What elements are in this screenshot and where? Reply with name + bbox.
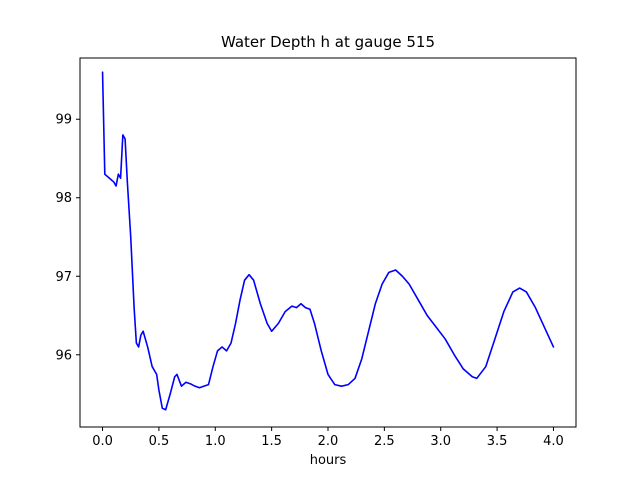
x-tick-label: 2.5 (374, 434, 395, 449)
x-tick-label: 0.5 (149, 434, 170, 449)
x-axis-label: hours (309, 453, 347, 468)
x-tick-label: 1.5 (261, 434, 282, 449)
y-tick-label: 98 (55, 191, 72, 206)
data-line (101, 71, 555, 411)
chart-title: Water Depth h at gauge 515 (220, 33, 436, 51)
x-tick-label: 4.0 (543, 434, 564, 449)
x-tick-label: 0.0 (92, 434, 113, 449)
x-tick-label: 3.0 (430, 434, 451, 449)
y-tick-label: 97 (55, 270, 72, 285)
x-tick-label: 2.0 (318, 434, 339, 449)
y-tick-label: 96 (55, 348, 72, 363)
x-tick-label: 3.5 (487, 434, 508, 449)
x-tick-label: 1.0 (205, 434, 226, 449)
y-tick-label: 99 (55, 113, 72, 128)
